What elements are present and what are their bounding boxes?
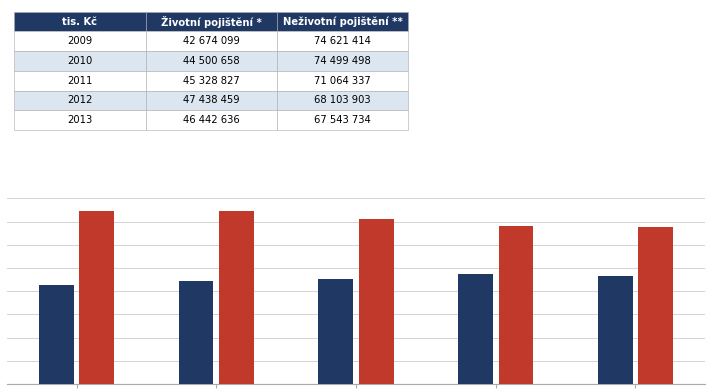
Bar bbox=[39, 285, 74, 384]
Bar bbox=[219, 211, 254, 384]
Bar bbox=[79, 211, 115, 384]
Bar bbox=[179, 281, 214, 384]
Bar bbox=[359, 219, 394, 384]
Bar bbox=[597, 276, 633, 384]
Bar bbox=[318, 279, 353, 384]
Bar bbox=[458, 274, 493, 384]
Bar bbox=[638, 227, 673, 384]
Bar bbox=[498, 226, 533, 384]
